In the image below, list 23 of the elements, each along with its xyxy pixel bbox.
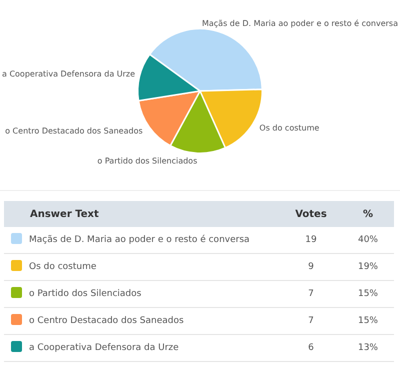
text: Votes — [280, 201, 342, 227]
data-label: 9 — [280, 254, 342, 280]
text: 15% — [342, 308, 394, 334]
slice-label: o Centro Destacado dos Saneados — [5, 126, 143, 136]
legend-label: a Cooperativa Defensora da Urze — [28, 334, 280, 362]
legend-label: o Centro Destacado dos Saneados — [28, 308, 280, 334]
legend-label: o Partido dos Silenciados — [28, 280, 280, 308]
data-label: 7 — [280, 308, 342, 334]
data-label: 7 — [280, 280, 342, 308]
text: 15% — [342, 280, 394, 308]
text: 13% — [342, 334, 394, 362]
slice-label: Maçãs de D. Maria ao poder e o resto é conversa — [202, 18, 398, 28]
text: 40% — [342, 227, 394, 254]
text: Answer Text — [4, 201, 280, 227]
legend-label: Maçãs de D. Maria ao poder e o resto é conversa — [28, 227, 280, 254]
slice-label: o Partido dos Silenciados — [97, 156, 198, 166]
text: 19% — [342, 254, 394, 280]
data-label: 6 — [280, 334, 342, 362]
legend-label: Os do costume — [28, 254, 280, 280]
slice-label: Os do costume — [259, 124, 320, 133]
data-label: 19 — [280, 227, 342, 254]
slice-label: a Cooperativa Defensora da Urze — [2, 70, 136, 79]
text: % — [342, 201, 394, 227]
